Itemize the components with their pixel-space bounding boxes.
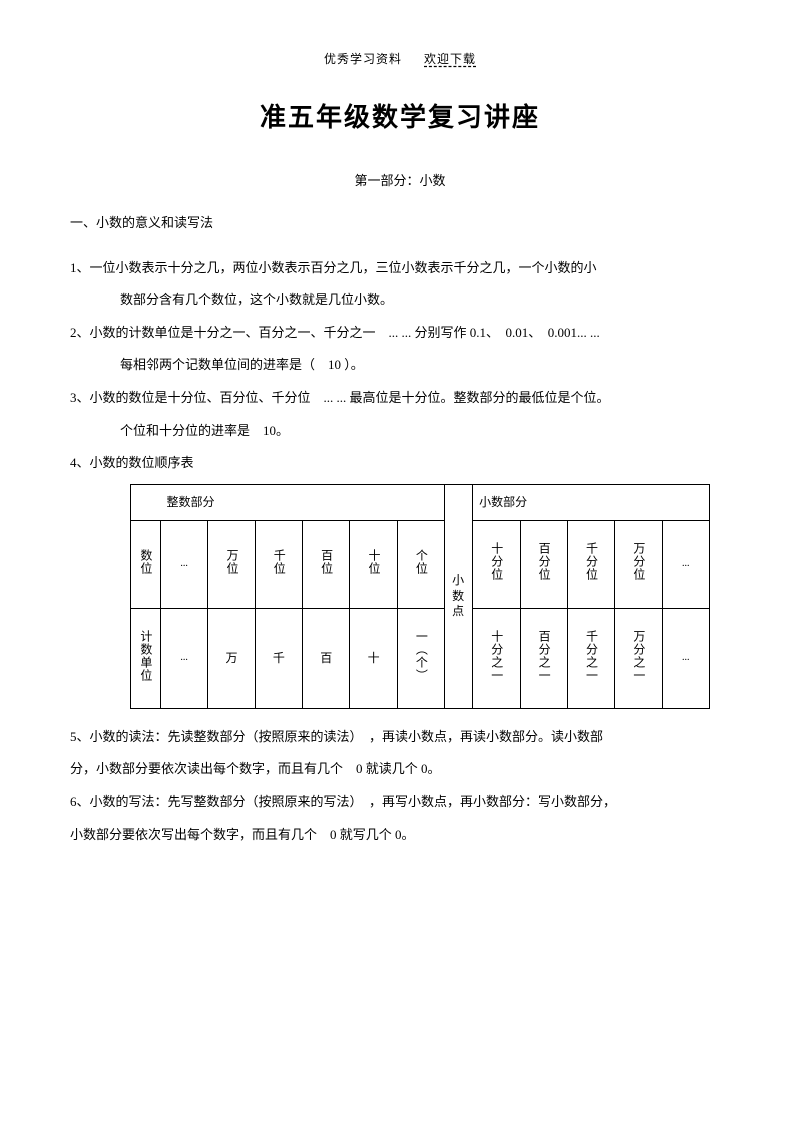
position-row-label: 数位 (131, 520, 161, 608)
int-unit-shi: 十 (350, 608, 397, 708)
paragraph-6-line2: 小数部分要依次写出每个数字，而且有几个 0 就写几个 0。 (70, 821, 730, 850)
int-unit-wan: 万 (208, 608, 255, 708)
dec-pos-shifen: 十分位 (473, 520, 520, 608)
decimal-section-header: 小数部分 (473, 484, 710, 520)
subtitle: 第一部分：小数 (70, 170, 730, 189)
dec-unit-wanfen: 万分之一 (615, 608, 662, 708)
int-pos-qian: 千位 (255, 520, 302, 608)
int-unit-bai: 百 (303, 608, 350, 708)
table-header-row: 整数部分 小 数点 小数部分 (131, 484, 710, 520)
paragraph-4: 4、小数的数位顺序表 (70, 449, 730, 478)
int-unit-ge: 一（个） (397, 608, 444, 708)
dec-unit-baifen: 百分之一 (520, 608, 567, 708)
paragraph-1-line2: 数部分含有几个数位，这个小数就是几位小数。 (70, 286, 730, 315)
header-right: 欢迎下载 (424, 50, 476, 67)
paragraph-2-line2: 每相邻两个记数单位间的进率是（ 10 ）。 (70, 351, 730, 380)
place-value-table: 整数部分 小 数点 小数部分 数位 ... 万位 千位 百位 十位 个位 十分位… (130, 484, 710, 709)
int-pos-ge: 个位 (397, 520, 444, 608)
header-blank (131, 484, 161, 520)
table-unit-row: 计数单位 ... 万 千 百 十 一（个） 十分之一 百分之一 千分之一 万分之… (131, 608, 710, 708)
int-unit-qian: 千 (255, 608, 302, 708)
paragraph-1-line1: 1、一位小数表示十分之几，两位小数表示百分之几，三位小数表示千分之几，一个小数的… (70, 254, 730, 283)
int-pos-wan: 万位 (208, 520, 255, 608)
document-page: 优秀学习资料 欢迎下载 准五年级数学复习讲座 第一部分：小数 一、小数的意义和读… (0, 0, 800, 903)
decimal-point-header: 小 数点 (445, 484, 473, 708)
ellipsis-cell: ... (662, 608, 709, 708)
place-value-table-wrap: 整数部分 小 数点 小数部分 数位 ... 万位 千位 百位 十位 个位 十分位… (130, 484, 710, 709)
dec-pos-qianfen: 千分位 (567, 520, 614, 608)
dec-pos-baifen: 百分位 (520, 520, 567, 608)
integer-section-header: 整数部分 (161, 484, 445, 520)
paragraph-6-line1: 6、小数的写法：先写整数部分（按照原来的写法） ，再写小数点，再小数部分：写小数… (70, 788, 730, 817)
section-heading-1: 一、小数的意义和读写法 (70, 211, 730, 236)
dec-unit-qianfen: 千分之一 (567, 608, 614, 708)
header-left: 优秀学习资料 (324, 50, 402, 67)
paragraph-5-line1: 5、小数的读法：先读整数部分（按照原来的读法） ，再读小数点，再读小数部分。读小… (70, 723, 730, 752)
paragraph-5-line2: 分，小数部分要依次读出每个数字，而且有几个 0 就读几个 0。 (70, 755, 730, 784)
paragraph-3-line2: 个位和十分位的进率是 10。 (70, 417, 730, 446)
table-position-row: 数位 ... 万位 千位 百位 十位 个位 十分位 百分位 千分位 万分位 ..… (131, 520, 710, 608)
ellipsis-cell: ... (161, 608, 208, 708)
page-header: 优秀学习资料 欢迎下载 (70, 50, 730, 67)
document-title: 准五年级数学复习讲座 (70, 97, 730, 134)
paragraph-3-line1: 3、小数的数位是十分位、百分位、千分位 ... ... 最高位是十分位。整数部分… (70, 384, 730, 413)
ellipsis-cell: ... (662, 520, 709, 608)
int-pos-bai: 百位 (303, 520, 350, 608)
dec-unit-shifen: 十分之一 (473, 608, 520, 708)
ellipsis-cell: ... (161, 520, 208, 608)
dec-pos-wanfen: 万分位 (615, 520, 662, 608)
int-pos-shi: 十位 (350, 520, 397, 608)
unit-row-label: 计数单位 (131, 608, 161, 708)
paragraph-2-line1: 2、小数的计数单位是十分之一、百分之一、千分之一 ... ... 分别写作 0.… (70, 319, 730, 348)
